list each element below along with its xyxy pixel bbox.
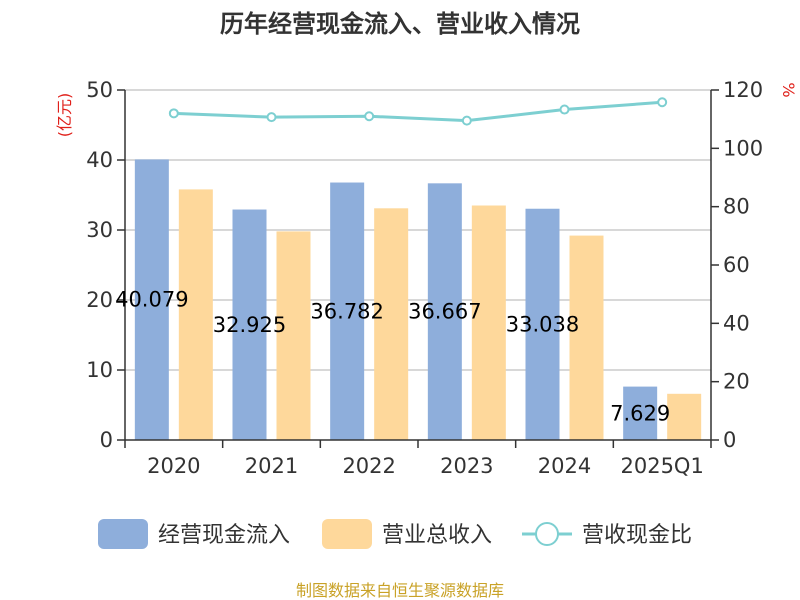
x-tick-label: 2024 [538,454,591,478]
bar-value-label: 32.925 [213,313,286,337]
left-tick-label: 0 [100,428,113,452]
legend-swatch-ratio-marker [535,522,559,546]
right-tick-label: 100 [723,136,763,160]
chart-title: 历年经营现金流入、营业收入情况 [220,10,580,38]
legend-swatch-cash-inflow [98,519,148,549]
right-axis-label: % [779,82,798,97]
ratio-line [168,97,668,126]
ratio-point [461,115,472,126]
right-tick-label: 0 [723,428,736,452]
legend-swatch-revenue [322,519,372,549]
axes: 0 10 20 30 40 50 0 20 40 60 80 100 120 2020 2021 2022 20… [86,78,763,478]
legend-label-ratio: 营收现金比 [582,523,692,548]
bar-revenue [667,393,702,440]
left-tick-label: 50 [86,78,113,102]
right-tick-label: 20 [723,370,750,394]
legend-label-revenue: 营业总收入 [382,523,492,548]
ratio-point [657,97,668,108]
bar-revenue [374,208,409,440]
right-tick-label: 80 [723,195,750,219]
bar-cash-inflow [330,182,365,440]
bars [134,159,702,440]
bar-cash-inflow [623,386,658,440]
left-tick-label: 20 [86,288,113,312]
bar-revenue [569,235,604,440]
bar-value-label: 40.079 [115,288,188,312]
right-tick-label: 120 [723,78,763,102]
ratio-point [168,108,179,119]
ratio-point [266,112,277,123]
left-axis-label: (亿元) [55,93,74,138]
bar-cash-inflow [427,183,462,440]
right-tick-label: 40 [723,311,750,335]
x-tick-label: 2020 [147,454,200,478]
left-tick-label: 10 [86,358,113,382]
bar-value-label: 36.782 [310,299,383,323]
x-tick-label: 2023 [440,454,493,478]
data-labels: 40.079 32.925 36.782 36.667 33.038 7.629 [115,288,670,426]
bar-cash-inflow [134,159,169,440]
ratio-point [559,104,570,115]
left-tick-label: 30 [86,218,113,242]
bar-value-label: 33.038 [506,312,579,336]
bar-revenue [471,205,506,440]
bar-revenue [178,189,213,440]
ratio-line-path [173,100,663,123]
legend-label-cash-inflow: 经营现金流入 [158,523,290,548]
source-note: 制图数据来自恒生聚源数据库 [296,581,504,600]
right-tick-label: 60 [723,253,750,277]
bar-value-label: 36.667 [408,300,481,324]
left-tick-label: 40 [86,148,113,172]
grid [125,89,711,371]
bar-cash-inflow [232,209,267,440]
x-tick-label: 2021 [245,454,298,478]
bar-value-label: 7.629 [610,401,670,425]
legend: 经营现金流入 营业总收入 营收现金比 [98,519,692,549]
x-tick-label: 2025Q1 [620,454,703,478]
bar-cash-inflow [525,208,560,440]
ratio-point [364,111,375,122]
x-tick-label: 2022 [342,454,395,478]
bar-revenue [276,231,311,440]
